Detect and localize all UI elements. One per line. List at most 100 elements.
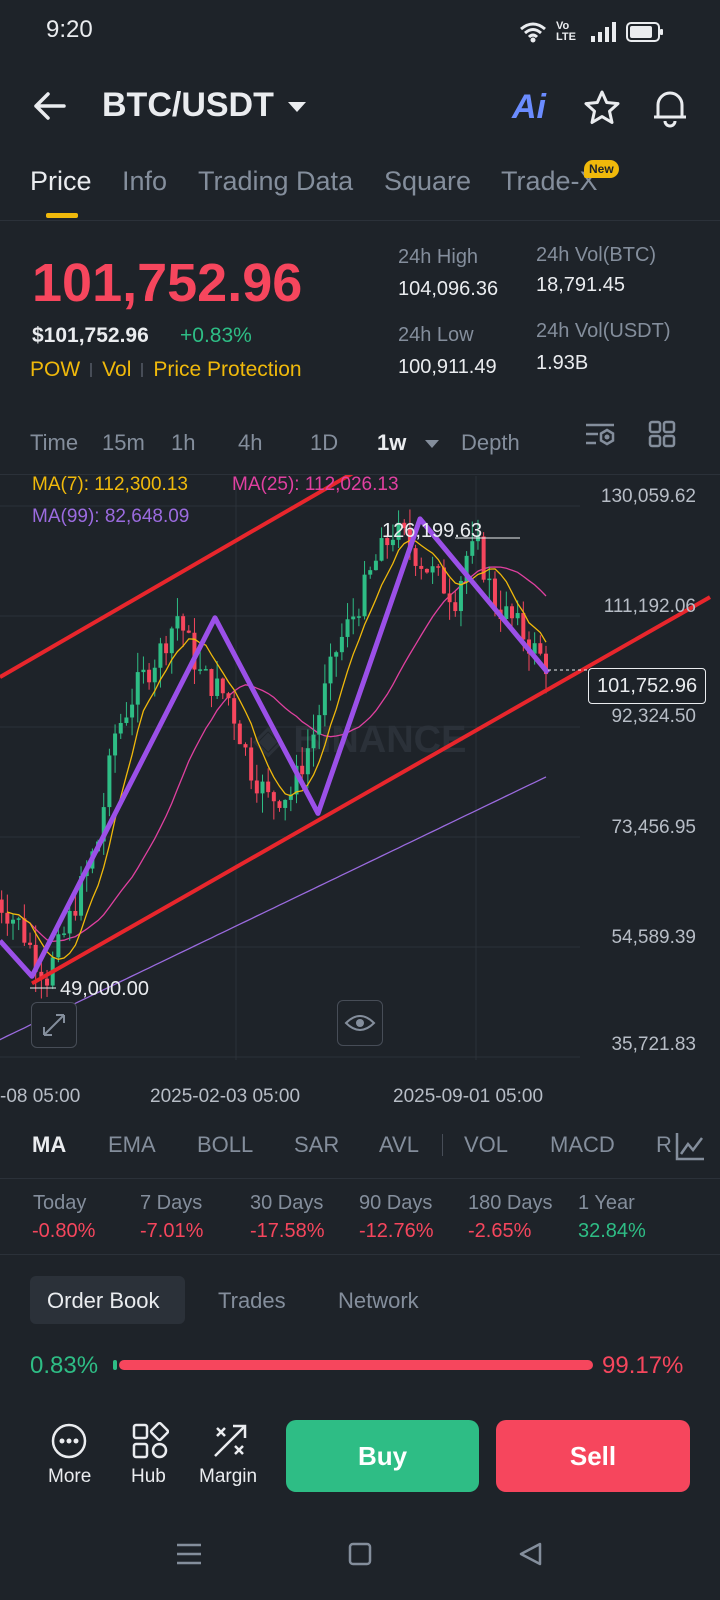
indicator-settings-icon[interactable] [673,1130,707,1164]
last-price: 101,752.96 [32,253,303,313]
indicator-ema[interactable]: EMA [108,1132,156,1157]
candle-body [294,765,299,795]
candle-body [538,643,543,654]
vol-usdt-value: 1.93B [536,352,589,374]
indicator-rsi[interactable]: R [656,1132,672,1157]
hub-label[interactable]: Hub [131,1466,166,1487]
back-arrow-icon[interactable] [30,86,70,126]
candle-body [107,755,112,808]
tab-network[interactable]: Network [338,1288,419,1313]
active-tab-pill [30,1276,185,1324]
candle-body [317,715,322,735]
tab-order-book[interactable]: Order Book [47,1288,160,1313]
buy-ratio-bar [113,1360,117,1370]
candle-body [436,566,441,568]
interval-time[interactable]: Time [30,430,79,455]
more-label[interactable]: More [48,1466,92,1487]
high-label: 24h High [398,246,479,268]
candle-body [521,613,526,640]
candle-body [373,560,378,571]
candle-body [28,942,33,945]
pair-title[interactable]: BTC/USDT [102,86,274,124]
candle-body [271,792,276,802]
candle-body [509,606,514,619]
ai-assistant-icon[interactable]: Ai [512,88,546,126]
back-nav-icon[interactable] [518,1542,542,1566]
candle-body [424,568,429,573]
pair-dropdown-icon[interactable] [288,102,306,112]
tab-trades[interactable]: Trades [218,1288,286,1313]
perf-label: 180 Days [468,1192,553,1214]
eye-icon [344,1015,376,1031]
grid-layout-icon[interactable] [648,420,676,448]
tab-square[interactable]: Square [384,166,472,196]
sell-button[interactable]: Sell [496,1420,690,1492]
candle-body [544,653,548,675]
more-icon[interactable] [50,1422,88,1460]
home-nav-icon[interactable] [348,1542,372,1566]
trend-channel [0,475,711,986]
candle-body [487,578,492,581]
candle-body [368,570,373,575]
chart-grid [0,476,580,1060]
interval-1h[interactable]: 1h [171,430,196,455]
high-annotation: 126,199.63 [382,520,483,542]
indicator-vol[interactable]: VOL [464,1132,509,1157]
indicator-boll[interactable]: BOLL [197,1132,254,1157]
ma7-line [7,539,547,960]
tab-info[interactable]: Info [122,166,168,196]
tag-vol[interactable]: Vol [102,358,132,381]
candle-body [237,723,242,745]
ma25-line [18,566,547,943]
buy-button[interactable]: Buy [286,1420,479,1492]
interval-1w[interactable]: 1w [377,430,407,455]
candle-body [11,919,16,924]
status-time: 9:20 [46,16,93,43]
candle-body [515,613,520,619]
interval-1d[interactable]: 1D [310,430,339,455]
candle-body [311,734,316,749]
price-chart[interactable]: ◈ BINANCE [0,475,720,1110]
candle-body [283,799,288,808]
indicator-sar[interactable]: SAR [294,1132,340,1157]
chart-settings-icon[interactable] [584,420,616,450]
interval-15m[interactable]: 15m [102,430,145,455]
toggle-visibility-button[interactable] [337,1000,383,1046]
candle-body [33,944,38,972]
margin-label[interactable]: Margin [199,1466,258,1487]
fullscreen-button[interactable] [31,1002,77,1048]
favorite-star-icon[interactable] [582,88,622,128]
candle-body [385,538,390,546]
y-tick: 73,456.95 [611,817,696,838]
status-icons: Vo LTE [520,18,664,46]
margin-icon[interactable] [211,1422,249,1460]
candle-body [67,910,72,934]
channel-upper-line [0,475,354,679]
tab-trade-x[interactable]: Trade-X [501,166,598,196]
interval-depth[interactable]: Depth [461,430,520,455]
divider [0,1254,720,1255]
candle-body [198,669,203,671]
notification-bell-icon[interactable] [650,86,690,128]
interval-dropdown-icon[interactable] [425,440,439,448]
divider [0,474,720,475]
tag-pow[interactable]: POW [30,358,81,381]
tab-price[interactable]: Price [30,166,92,196]
menu-nav-icon[interactable] [176,1542,202,1566]
interval-4h[interactable]: 4h [238,430,263,455]
candle-body [249,747,254,781]
indicator-ma[interactable]: MA [32,1132,67,1157]
tag-price-protection[interactable]: Price Protection [153,358,302,381]
x-tick: 2025-09-01 05:00 [393,1086,544,1107]
candle-body [362,574,367,617]
candle-body [130,704,135,718]
candle-body [339,636,344,653]
indicator-avl[interactable]: AVL [379,1132,419,1157]
indicator-macd[interactable]: MACD [550,1132,615,1157]
hub-icon[interactable] [131,1422,169,1460]
active-tab-indicator [46,213,78,218]
tab-trading-data[interactable]: Trading Data [198,166,354,196]
sell-ratio-bar [119,1360,593,1370]
sell-ratio: 99.17% [602,1352,684,1379]
y-tick: 92,324.50 [611,706,696,727]
